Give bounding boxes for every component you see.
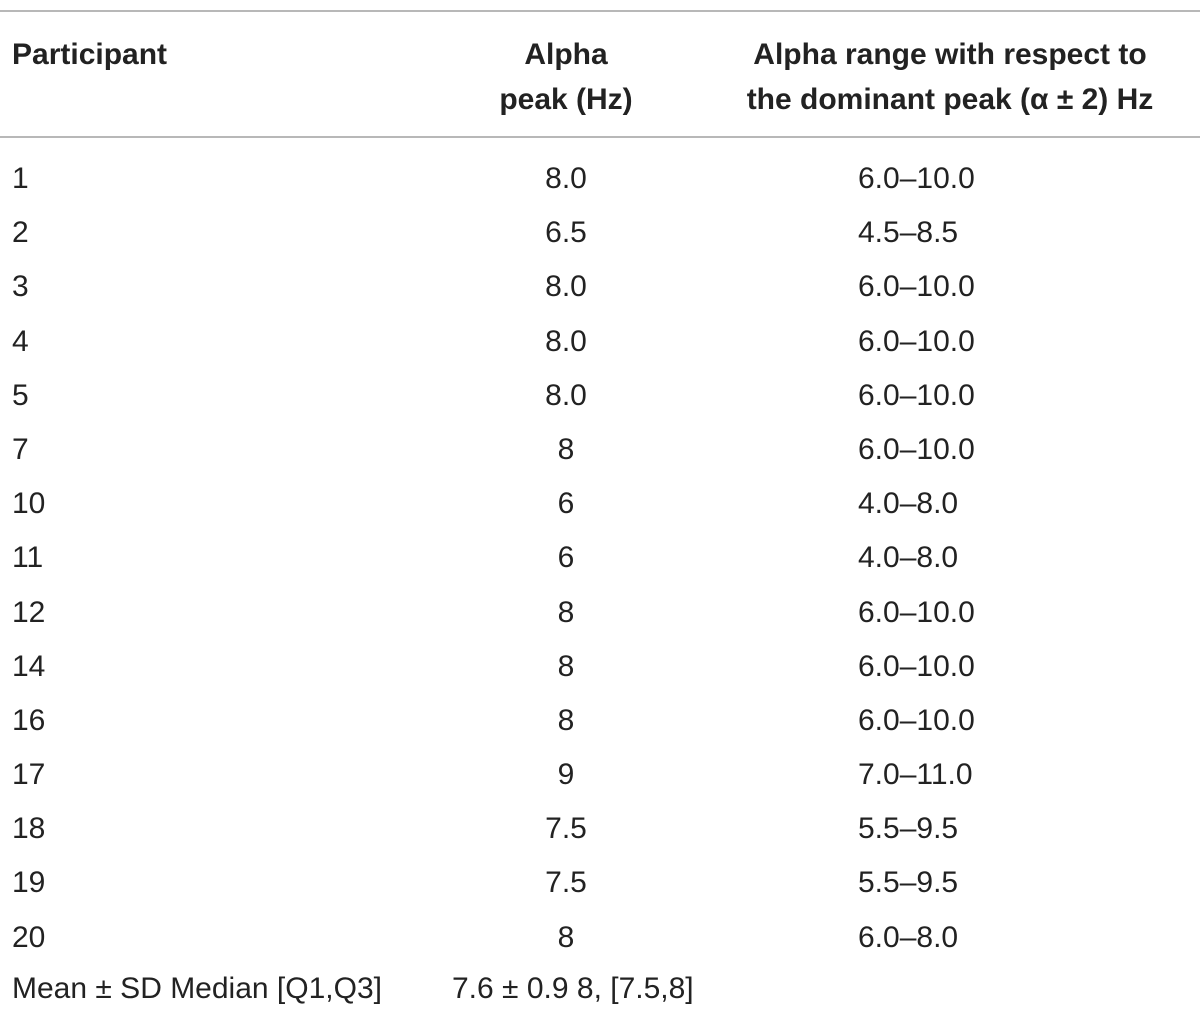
- cell-alpha-peak: 8.0: [545, 378, 587, 412]
- table-row: 18 7.5 5.5–9.5: [0, 802, 1200, 856]
- cell-alpha-range: 5.5–9.5: [858, 812, 959, 846]
- header-participant: Participant: [12, 38, 168, 71]
- cell-alpha-range: 7.0–11.0: [858, 758, 973, 792]
- table-row: 12 8 6.0–10.0: [0, 586, 1200, 640]
- header-alpha-range-line1: Alpha range with respect to: [753, 38, 1147, 71]
- cell-participant: 11: [12, 541, 44, 575]
- cell-alpha-peak: 8: [557, 920, 575, 954]
- cell-alpha-peak: 8.0: [545, 162, 587, 195]
- cell-participant: 7: [12, 432, 29, 466]
- cell-alpha-range: 6.0–10.0: [858, 703, 975, 737]
- cell-participant: 10: [12, 487, 46, 521]
- cell-alpha-range: 5.5–9.5: [858, 866, 959, 900]
- cell-alpha-peak: 9: [557, 758, 575, 792]
- table-row: 16 8 6.0–10.0: [0, 694, 1200, 748]
- summary-value: 7.6 ± 0.9 8, [7.5,8]: [452, 972, 694, 1005]
- table-row: 1 8.0 6.0–10.0: [0, 152, 1200, 206]
- cell-participant: 2: [12, 216, 29, 250]
- cell-alpha-range: 6.0–10.0: [858, 432, 975, 466]
- cell-alpha-range: 6.0–8.0: [858, 920, 959, 954]
- cell-alpha-peak: 8: [557, 649, 575, 683]
- cell-participant: 20: [12, 920, 46, 954]
- cell-participant: 1: [12, 162, 29, 195]
- table-row: 17 9 7.0–11.0: [0, 748, 1200, 802]
- table-header-row: Participant Alpha peak (Hz) Alpha range …: [0, 32, 1200, 122]
- cell-alpha-peak: 6: [557, 541, 575, 575]
- table-row: 2 6.5 4.5–8.5: [0, 206, 1200, 260]
- cell-participant: 18: [12, 812, 46, 846]
- header-alpha-peak-line2: peak (Hz): [499, 83, 633, 116]
- cell-participant: 4: [12, 324, 29, 358]
- cell-alpha-range: 6.0–10.0: [858, 270, 975, 304]
- table-row: 3 8.0 6.0–10.0: [0, 260, 1200, 314]
- cell-alpha-peak: 6: [557, 487, 575, 521]
- table-row: 7 8 6.0–10.0: [0, 423, 1200, 477]
- header-alpha-range-line2: the dominant peak (α ± 2) Hz: [746, 83, 1154, 116]
- table-row: 14 8 6.0–10.0: [0, 640, 1200, 694]
- table-top-rule: [0, 10, 1200, 12]
- cell-alpha-peak: 8.0: [545, 324, 587, 358]
- table-row: 4 8.0 6.0–10.0: [0, 315, 1200, 369]
- cell-alpha-peak: 8.0: [545, 270, 587, 304]
- cell-alpha-peak: 7.5: [545, 812, 587, 846]
- cell-participant: 16: [12, 703, 46, 737]
- cell-alpha-peak: 6.5: [545, 216, 587, 250]
- cell-alpha-range: 6.0–10.0: [858, 649, 975, 683]
- table-header-rule: [0, 136, 1200, 138]
- cell-participant: 3: [12, 270, 29, 304]
- table-row: 20 8 6.0–8.0: [0, 911, 1200, 965]
- cell-alpha-range: 6.0–10.0: [858, 324, 975, 358]
- cell-alpha-peak: 8: [557, 595, 575, 629]
- summary-label: Mean ± SD Median [Q1,Q3]: [12, 972, 382, 1005]
- cell-alpha-range: 6.0–10.0: [858, 378, 975, 412]
- table-row: 10 6 4.0–8.0: [0, 477, 1200, 531]
- cell-participant: 19: [12, 866, 46, 900]
- header-alpha-range: Alpha range with respect to the dominant…: [700, 32, 1200, 122]
- cell-participant: 17: [12, 758, 46, 792]
- cell-alpha-range: 6.0–10.0: [858, 162, 975, 195]
- table-row: 5 8.0 6.0–10.0: [0, 369, 1200, 423]
- table-body: 1 8.0 6.0–10.0 2 6.5 4.5–8.5 3 8.0 6.0–1…: [0, 152, 1200, 965]
- cell-alpha-peak: 8: [557, 432, 575, 466]
- cell-participant: 5: [12, 378, 29, 412]
- cell-participant: 12: [12, 595, 46, 629]
- table-row: 19 7.5 5.5–9.5: [0, 856, 1200, 910]
- header-alpha-peak-line1: Alpha: [524, 38, 608, 71]
- table-row: 11 6 4.0–8.0: [0, 531, 1200, 585]
- cell-alpha-range: 4.5–8.5: [858, 216, 959, 250]
- cell-alpha-peak: 7.5: [545, 866, 587, 900]
- cell-participant: 14: [12, 649, 46, 683]
- cell-alpha-range: 6.0–10.0: [858, 595, 975, 629]
- cell-alpha-range: 4.0–8.0: [858, 541, 959, 575]
- cell-alpha-peak: 8: [557, 703, 575, 737]
- cell-alpha-range: 4.0–8.0: [858, 487, 959, 521]
- header-alpha-peak: Alpha peak (Hz): [466, 32, 666, 122]
- table-summary-row: Mean ± SD Median [Q1,Q3] 7.6 ± 0.9 8, [7…: [0, 962, 1200, 1016]
